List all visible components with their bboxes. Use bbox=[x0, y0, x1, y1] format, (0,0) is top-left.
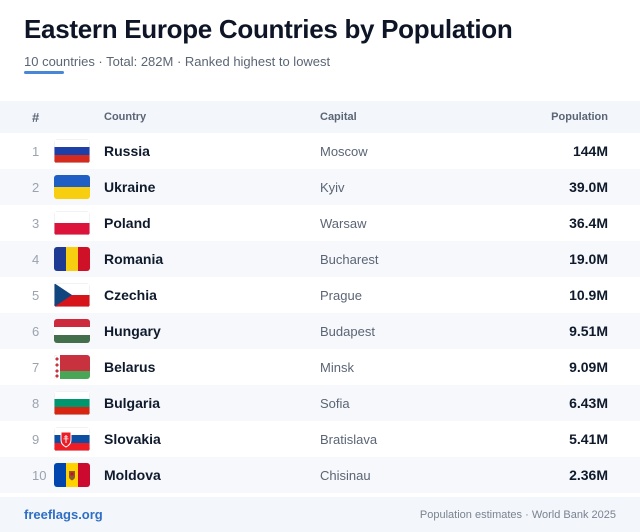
table-row: 9 Slovakia Bratislava 5.41M bbox=[0, 421, 640, 457]
population-cell: 10.9M bbox=[569, 287, 608, 303]
table-row: 8 Bulgaria Sofia 6.43M bbox=[0, 385, 640, 421]
population-cell: 9.51M bbox=[569, 323, 608, 339]
belarus-flag-icon bbox=[54, 355, 90, 379]
slovakia-flag-icon bbox=[54, 427, 90, 451]
table-row: 2 Ukraine Kyiv 39.0M bbox=[0, 169, 640, 205]
country-cell: Slovakia bbox=[104, 431, 161, 447]
source-note: Population estimates · World Bank 2025 bbox=[419, 508, 616, 521]
brand-link[interactable]: freeflags.org bbox=[24, 507, 103, 522]
moldova-flag-icon bbox=[54, 463, 90, 487]
rank-cell: 4 bbox=[32, 251, 40, 267]
capital-cell: Sofia bbox=[320, 395, 350, 411]
population-cell: 39.0M bbox=[569, 179, 608, 195]
column-header-population: Population bbox=[551, 111, 608, 123]
country-cell: Ukraine bbox=[104, 179, 156, 195]
population-cell: 2.36M bbox=[569, 467, 608, 483]
country-cell: Russia bbox=[104, 143, 150, 159]
capital-cell: Chisinau bbox=[320, 467, 371, 483]
column-header-capital: Capital bbox=[320, 111, 357, 123]
country-cell: Belarus bbox=[104, 359, 156, 375]
rank-cell: 8 bbox=[32, 395, 40, 411]
table-row: 6 Hungary Budapest 9.51M bbox=[0, 313, 640, 349]
population-cell: 144M bbox=[572, 143, 608, 159]
country-cell: Hungary bbox=[104, 323, 161, 339]
table-header-row: # Country Capital Population bbox=[0, 101, 640, 133]
capital-cell: Budapest bbox=[320, 323, 375, 339]
rank-cell: 10 bbox=[32, 467, 47, 483]
rank-cell: 5 bbox=[32, 287, 40, 303]
capital-cell: Minsk bbox=[320, 359, 354, 375]
ukraine-flag-icon bbox=[54, 175, 90, 199]
rank-cell: 9 bbox=[32, 431, 40, 447]
capital-cell: Bratislava bbox=[320, 431, 378, 447]
population-cell: 5.41M bbox=[569, 431, 608, 447]
rank-cell: 7 bbox=[32, 359, 40, 375]
population-cell: 9.09M bbox=[569, 359, 608, 375]
table-row: 10 Moldova Chisinau 2.36M bbox=[0, 457, 640, 493]
poland-flag-icon bbox=[54, 211, 90, 235]
table-row: 7 Belarus Minsk 9.09M bbox=[0, 349, 640, 385]
country-cell: Moldova bbox=[104, 467, 161, 483]
country-cell: Poland bbox=[104, 215, 151, 231]
country-cell: Czechia bbox=[104, 287, 157, 303]
country-cell: Romania bbox=[104, 251, 164, 267]
russia-flag-icon bbox=[54, 139, 90, 163]
population-cell: 36.4M bbox=[569, 215, 608, 231]
rank-cell: 6 bbox=[32, 323, 40, 339]
hungary-flag-icon bbox=[54, 319, 90, 343]
bulgaria-flag-icon bbox=[54, 391, 90, 415]
table-row: 5 Czechia Prague 10.9M bbox=[0, 277, 640, 313]
population-cell: 19.0M bbox=[569, 251, 608, 267]
table-row: 3 Poland Warsaw 36.4M bbox=[0, 205, 640, 241]
population-cell: 6.43M bbox=[569, 395, 608, 411]
column-header-country: Country bbox=[104, 111, 147, 123]
table-row: 1 Russia Moscow 144M bbox=[0, 133, 640, 169]
population-table: # Country Capital Population 1 Russia Mo… bbox=[0, 101, 640, 493]
country-cell: Bulgaria bbox=[104, 395, 161, 411]
table-row: 4 Romania Bucharest 19.0M bbox=[0, 241, 640, 277]
capital-cell: Moscow bbox=[320, 143, 368, 159]
title-accent-bar bbox=[24, 71, 64, 74]
column-header-rank: # bbox=[32, 109, 40, 125]
rank-cell: 2 bbox=[32, 179, 40, 195]
capital-cell: Prague bbox=[320, 287, 362, 303]
czechia-flag-icon bbox=[54, 283, 90, 307]
page-title: Eastern Europe Countries by Population bbox=[24, 14, 513, 44]
page-footer: freeflags.org Population estimates · Wor… bbox=[0, 497, 640, 532]
rank-cell: 3 bbox=[32, 215, 40, 231]
capital-cell: Kyiv bbox=[320, 179, 345, 195]
rank-cell: 1 bbox=[32, 143, 40, 159]
capital-cell: Warsaw bbox=[320, 215, 367, 231]
romania-flag-icon bbox=[54, 247, 90, 271]
page-header: Eastern Europe Countries by Population 1… bbox=[24, 14, 616, 70]
page-subtitle: 10 countries · Total: 282M · Ranked high… bbox=[24, 54, 331, 69]
capital-cell: Bucharest bbox=[320, 251, 379, 267]
